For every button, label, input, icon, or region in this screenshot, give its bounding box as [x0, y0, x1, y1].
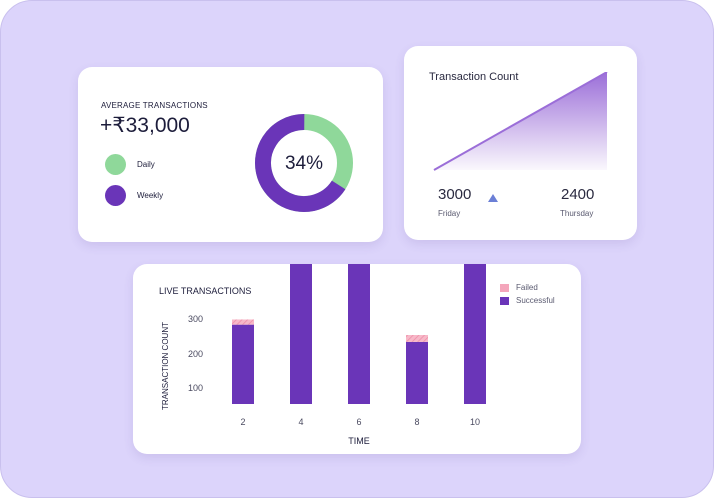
friday-label: Friday	[438, 209, 461, 218]
legend-item-failed: Failed	[500, 283, 538, 292]
x-tick-label: 6	[356, 417, 361, 427]
thursday-count-value: 2400	[561, 186, 595, 203]
transaction-count-card: Transaction Count 3000 Friday 2400 Thurs…	[404, 46, 637, 240]
x-tick-label: 4	[298, 417, 303, 427]
legend-label-successful: Successful	[516, 296, 555, 305]
legend-item-weekly: Weekly	[105, 185, 163, 206]
legend-item-successful: Successful	[500, 296, 555, 305]
percentage-donut-chart: 34%	[255, 114, 353, 212]
y-axis-label: TRANSACTION COUNT	[161, 322, 170, 410]
weekly-dot-icon	[105, 185, 126, 206]
average-transactions-value: +₹33,000	[100, 114, 190, 137]
bar-failed-8	[406, 335, 428, 342]
x-tick-label: 8	[414, 417, 419, 427]
live-transactions-bar-chart: 2 4 6 8 10 100 200 300 TIME TRANSACTION COUNT	[161, 264, 486, 446]
transaction-count-area-chart	[433, 72, 608, 171]
legend-label-weekly: Weekly	[137, 191, 164, 200]
x-axis-label: TIME	[348, 436, 370, 446]
live-transactions-card: LIVE TRANSACTIONS Failed Successful 2 4 6 8…	[133, 264, 581, 454]
y-tick-label: 100	[188, 383, 203, 393]
area-line	[433, 72, 608, 171]
triangle-up-icon	[488, 194, 498, 202]
bar-successful-8	[406, 341, 428, 404]
failed-swatch-icon	[500, 283, 509, 292]
average-transactions-label: AVERAGE TRANSACTIONS	[101, 101, 208, 110]
bar-successful-6	[348, 264, 370, 404]
legend-label-daily: Daily	[137, 160, 155, 169]
donut-percent-text: 34%	[285, 153, 323, 174]
successful-swatch-icon	[500, 296, 509, 305]
y-tick-label: 300	[188, 314, 203, 324]
average-transactions-card: AVERAGE TRANSACTIONS +₹33,000 Daily Week…	[78, 67, 383, 242]
bar-failed-2	[232, 319, 254, 325]
legend-label-failed: Failed	[516, 283, 538, 292]
friday-count-value: 3000	[438, 186, 472, 203]
live-transactions-title: LIVE TRANSACTIONS	[159, 286, 252, 296]
transaction-count-title: Transaction Count	[429, 71, 519, 83]
donut-weekly-arc	[255, 114, 353, 212]
bar-successful-4	[290, 264, 312, 404]
y-tick-label: 200	[188, 349, 203, 359]
x-tick-label: 2	[240, 417, 245, 427]
bar-successful-10	[464, 264, 486, 404]
daily-dot-icon	[105, 154, 126, 175]
legend-item-daily: Daily	[105, 154, 155, 175]
x-tick-label: 10	[470, 417, 480, 427]
bar-successful-2	[232, 324, 254, 404]
thursday-label: Thursday	[560, 209, 594, 218]
